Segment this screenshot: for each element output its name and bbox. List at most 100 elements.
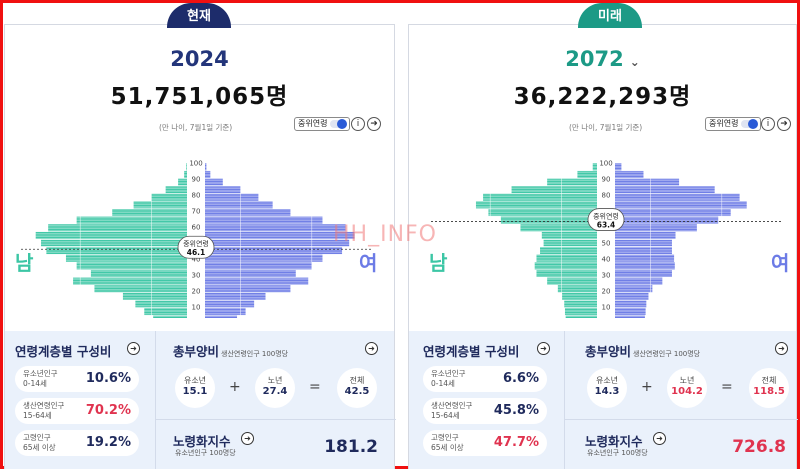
- aging-index-value: 181.2: [324, 437, 378, 457]
- female-bar: [205, 186, 241, 194]
- median-age-value: 63.4: [597, 221, 616, 230]
- future-year-select[interactable]: 2072 ⌄: [565, 47, 640, 71]
- arrow-right-icon[interactable]: ➜: [653, 432, 666, 445]
- group-name: 고령인구: [23, 433, 51, 442]
- y-tick-label: 70: [192, 208, 201, 216]
- female-bar: [615, 231, 676, 239]
- y-tick-label: 100: [189, 160, 202, 168]
- arrow-right-icon[interactable]: ➜: [365, 342, 378, 355]
- female-bar: [205, 262, 312, 270]
- male-bar: [76, 216, 187, 224]
- aging-index-title: 노령화지수: [585, 434, 643, 449]
- arrow-right-icon[interactable]: ➜: [367, 117, 381, 131]
- male-bar: [153, 315, 187, 318]
- y-tick-label: 20: [602, 288, 611, 296]
- current-population: 51,751,065명: [110, 84, 289, 110]
- basis-note: (만 나이, 7월1일 기준): [159, 123, 233, 132]
- info-icon[interactable]: i: [351, 117, 365, 131]
- female-bar: [205, 285, 291, 293]
- female-bar: [205, 308, 246, 316]
- female-bar: [615, 308, 646, 316]
- population-pyramid-2024: 500,000300,000100,00000100,000300,000500…: [6, 160, 386, 318]
- working-share-value: 70.2%: [85, 403, 131, 418]
- female-bar: [615, 292, 649, 300]
- arrow-right-icon[interactable]: ➜: [775, 342, 788, 355]
- elderly-share-pill: 고령인구 65세 이상 47.7%: [423, 430, 547, 456]
- male-bar: [76, 262, 187, 270]
- male-bar: [592, 163, 597, 171]
- aging-index-title: 노령화지수: [173, 434, 231, 449]
- tab-current[interactable]: 현재: [167, 3, 231, 28]
- male-bar: [534, 262, 597, 270]
- aging-index-value: 726.8: [732, 437, 786, 457]
- female-bar: [205, 247, 343, 255]
- female-bar: [615, 224, 697, 232]
- arrow-right-icon[interactable]: ➜: [777, 117, 791, 131]
- female-bar: [615, 315, 645, 318]
- arrow-right-icon[interactable]: ➜: [241, 432, 254, 445]
- group-range: 0-14세: [23, 379, 47, 388]
- female-bar: [205, 163, 207, 171]
- male-bar: [540, 247, 597, 255]
- male-bar: [500, 216, 597, 224]
- y-tick-label: 80: [192, 192, 201, 200]
- toggle-switch[interactable]: [741, 119, 759, 129]
- arrow-right-icon[interactable]: ➜: [127, 342, 140, 355]
- group-range: 15-64세: [431, 411, 460, 420]
- composition-title: 연령계층별 구성비: [423, 344, 520, 359]
- group-name: 생산연령인구: [23, 401, 65, 410]
- y-tick-label: 10: [602, 304, 611, 312]
- toggle-switch[interactable]: [330, 119, 348, 129]
- female-bar: [205, 277, 309, 285]
- male-bar: [35, 231, 188, 239]
- working-share-pill: 생산연령인구 15-64세 45.8%: [423, 398, 547, 424]
- total-dependency: 전체 118.5: [749, 368, 789, 408]
- dependency-title: 총부양비 생산연령인구 100명당: [585, 344, 701, 359]
- watermark: HH_INFO: [333, 222, 438, 247]
- male-bar: [520, 224, 597, 232]
- male-label: 남: [15, 251, 34, 275]
- aging-index-sub: 유소년인구 100명당: [587, 449, 648, 457]
- arrow-right-icon[interactable]: ➜: [537, 342, 550, 355]
- male-bar: [184, 170, 187, 178]
- female-bar: [205, 231, 355, 239]
- male-bar: [151, 193, 187, 201]
- elderly-share-value: 47.7%: [493, 435, 539, 450]
- current-stats: 연령계층별 구성비 ➜ 유소년인구 0-14세 10.6% 생산연령인구 15-64…: [5, 331, 396, 469]
- median-age-toggle[interactable]: 중위연령: [705, 117, 762, 131]
- female-bar: [205, 201, 273, 209]
- youth-dependency: 유소년 14.3: [587, 368, 627, 408]
- y-tick-label: 60: [192, 224, 201, 232]
- group-range: 65세 이상: [23, 443, 56, 452]
- female-bar: [205, 193, 259, 201]
- median-age-badge: [587, 208, 625, 231]
- tab-future[interactable]: 미래: [578, 3, 642, 28]
- median-age-toggle-label: 중위연령: [298, 119, 328, 128]
- female-bar: [205, 224, 346, 232]
- chevron-down-icon[interactable]: ⌄: [629, 55, 640, 69]
- group-name: 유소년인구: [23, 369, 58, 378]
- female-bar: [205, 216, 323, 224]
- basis-note: (만 나이, 7월1일 기준): [569, 123, 643, 132]
- elderly-dependency: 노년 104.2: [667, 368, 707, 408]
- male-bar: [46, 247, 187, 255]
- median-age-toggle[interactable]: 중위연령: [294, 117, 351, 131]
- male-bar: [536, 254, 597, 262]
- male-bar: [144, 308, 187, 316]
- female-bar: [615, 285, 653, 293]
- total-dependency: 전체 42.5: [337, 368, 377, 408]
- y-tick-label: 30: [602, 272, 611, 280]
- elderly-share-value: 19.2%: [85, 435, 131, 450]
- divider: [564, 331, 565, 469]
- male-bar: [577, 170, 597, 178]
- youth-share-pill: 유소년인구 0-14세 10.6%: [15, 366, 139, 392]
- group-name: 고령인구: [431, 433, 459, 442]
- info-icon[interactable]: i: [761, 117, 775, 131]
- female-label: 여: [771, 251, 790, 275]
- divider: [155, 331, 156, 469]
- divider: [564, 419, 798, 420]
- female-bar: [615, 216, 719, 224]
- median-age-label: 중위연령: [183, 240, 209, 248]
- female-bar: [615, 193, 740, 201]
- y-tick-label: 90: [192, 176, 201, 184]
